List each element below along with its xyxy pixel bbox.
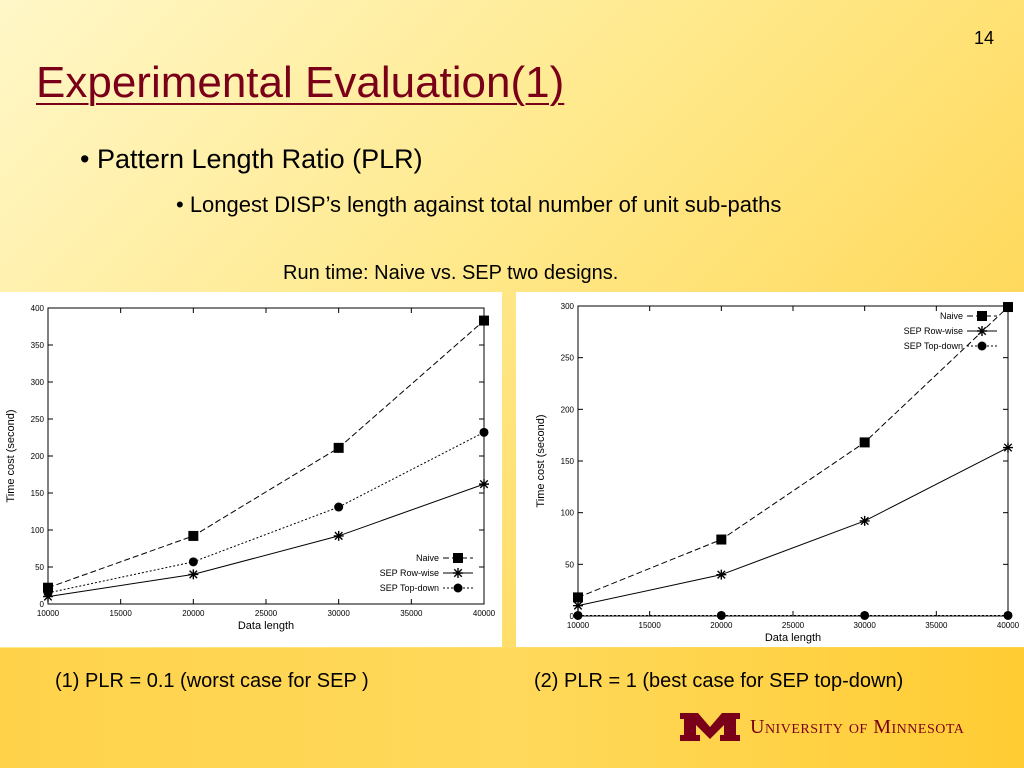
x-tick-label: 20000 xyxy=(710,621,733,630)
data-point xyxy=(479,427,489,437)
y-tick-label: 350 xyxy=(31,341,45,350)
series-line xyxy=(47,483,485,598)
y-tick-label: 400 xyxy=(31,304,45,313)
caption-chart-2: (2) PLR = 1 (best case for SEP top-down) xyxy=(534,670,904,692)
data-point xyxy=(859,515,870,526)
series-2 xyxy=(573,610,1013,620)
data-point xyxy=(716,534,727,545)
bullet-plr: • Pattern Length Ratio (PLR) xyxy=(80,144,423,174)
x-tick-label: 35000 xyxy=(400,609,423,618)
legend: Naive SEP Row-wise SEP Top-down xyxy=(380,553,473,593)
y-tick-label: 300 xyxy=(31,378,45,387)
y-tick-label: 150 xyxy=(561,457,575,466)
x-tick-label: 40000 xyxy=(997,621,1020,630)
x-tick-label: 20000 xyxy=(182,609,205,618)
y-tick-label: 50 xyxy=(565,560,574,569)
chart-plr-1-svg: 0 50 100 150 200 250 300 10000 15000 20000 25000 30… xyxy=(535,302,1020,644)
plot-frame xyxy=(577,305,1009,617)
y-axis-label: Time cost (second) xyxy=(535,414,547,507)
data-point xyxy=(479,315,489,326)
legend-marker xyxy=(977,326,987,336)
y-tick-label: 100 xyxy=(31,526,45,535)
y-tick-label: 100 xyxy=(561,509,575,518)
y-tick-label: 200 xyxy=(31,452,45,461)
bullet-disp: • Longest DISP’s length against total nu… xyxy=(176,192,782,217)
y-tick-label: 300 xyxy=(561,302,575,311)
data-point xyxy=(573,600,583,611)
y-tick-label: 150 xyxy=(31,489,45,498)
series-0 xyxy=(43,315,489,593)
data-point xyxy=(333,442,344,453)
data-point xyxy=(188,530,199,541)
y-tick-label: 200 xyxy=(561,405,575,414)
x-tick-label: 10000 xyxy=(37,609,60,618)
university-logo: University of Minnesota xyxy=(678,707,1008,747)
caption-chart-1: (1) PLR = 0.1 (worst case for SEP ) xyxy=(55,670,369,692)
data-point xyxy=(573,610,583,620)
university-name: University of Minnesota xyxy=(750,716,965,738)
data-point xyxy=(859,437,870,448)
x-tick-label: 15000 xyxy=(110,609,133,618)
series-line xyxy=(577,447,1009,607)
data-point xyxy=(573,592,583,603)
y-axis-label: Time cost (second) xyxy=(5,409,17,502)
slide-title: Experimental Evaluation(1) xyxy=(36,58,565,107)
series-line xyxy=(47,320,485,589)
x-tick-label: 30000 xyxy=(328,609,351,618)
legend-label: Naive xyxy=(416,553,439,563)
x-tick-label: 10000 xyxy=(567,621,590,630)
data-point xyxy=(188,557,198,567)
x-axis-label: Data length xyxy=(238,620,294,632)
legend-label: SEP Row-wise xyxy=(904,326,963,336)
x-tick-label: 40000 xyxy=(473,609,496,618)
y-tick-label: 250 xyxy=(561,354,575,363)
x-tick-label: 35000 xyxy=(925,621,948,630)
page-number: 14 xyxy=(973,28,994,48)
data-point xyxy=(1003,302,1013,313)
data-point xyxy=(1003,610,1013,620)
data-point xyxy=(716,569,727,580)
legend-marker xyxy=(453,553,463,563)
legend-label: Naive xyxy=(940,311,963,321)
legend-label: SEP Top-down xyxy=(904,341,963,351)
data-point xyxy=(716,610,726,620)
chart-plr-1: 0 50 100 150 200 250 300 10000 15000 20000 25000 30… xyxy=(516,292,1024,647)
legend-marker xyxy=(453,583,463,593)
x-tick-label: 15000 xyxy=(639,621,662,630)
legend-marker xyxy=(453,568,463,578)
footer-band xyxy=(0,648,1024,768)
chart-subtitle: Run time: Naive vs. SEP two designs. xyxy=(283,262,619,284)
x-tick-label: 25000 xyxy=(255,609,278,618)
chart-plr-0-1: 0 50 100 150 200 250 300 350 400 10000 15000 20000 2… xyxy=(0,292,502,647)
block-m-icon xyxy=(680,713,740,741)
data-point xyxy=(188,569,199,580)
y-tick-label: 0 xyxy=(570,612,575,621)
series-line xyxy=(577,306,1009,598)
y-tick-label: 50 xyxy=(35,563,44,572)
x-tick-label: 30000 xyxy=(854,621,877,630)
data-point xyxy=(1003,442,1013,453)
y-tick-label: 250 xyxy=(31,415,45,424)
series-0 xyxy=(573,302,1013,603)
y-tick-label: 0 xyxy=(40,600,45,609)
legend: Naive SEP Row-wise SEP Top-down xyxy=(904,311,997,351)
legend-label: SEP Top-down xyxy=(380,583,439,593)
data-point xyxy=(860,610,870,620)
data-point xyxy=(333,530,344,541)
data-point xyxy=(334,502,344,512)
data-point xyxy=(479,479,489,490)
data-point xyxy=(43,588,53,598)
x-tick-label: 25000 xyxy=(782,621,805,630)
legend-label: SEP Row-wise xyxy=(380,568,439,578)
series-1 xyxy=(573,442,1013,611)
data-point xyxy=(43,582,53,593)
series-2 xyxy=(43,427,489,598)
x-axis-label: Data length xyxy=(765,632,821,644)
legend-marker xyxy=(977,341,987,351)
legend-marker xyxy=(977,311,987,321)
series-line xyxy=(47,431,485,594)
chart-plr-0-1-svg: 0 50 100 150 200 250 300 350 400 10000 15000 20000 2… xyxy=(5,304,496,632)
